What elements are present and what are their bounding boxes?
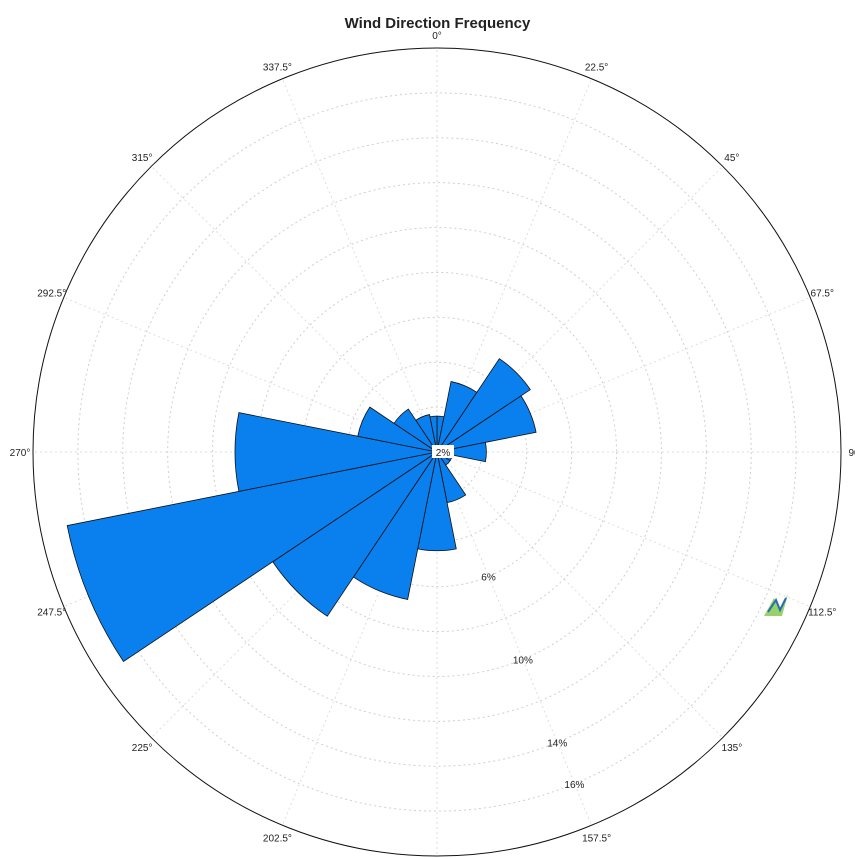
direction-label: 225°	[132, 743, 153, 754]
direction-label: 135°	[722, 743, 743, 754]
grid	[33, 48, 841, 856]
grid-spoke	[150, 165, 438, 453]
grid-circle	[167, 182, 707, 722]
radial-label: 6%	[481, 572, 496, 583]
grid-circle	[301, 316, 573, 588]
direction-label: 315°	[132, 153, 153, 164]
outer-circle	[32, 47, 842, 857]
wedge-303_75	[393, 408, 438, 453]
grid-spoke	[281, 451, 438, 826]
direction-label: 112.5°	[808, 608, 836, 619]
radial-label: 14%	[547, 738, 567, 749]
direction-label: 247.5°	[37, 608, 66, 619]
grid-circle	[256, 271, 618, 633]
grid-spoke	[436, 165, 724, 453]
wedge-348_75	[429, 415, 438, 453]
direction-label: 67.5°	[811, 288, 834, 299]
direction-label: 202.5°	[263, 833, 292, 844]
grid-spoke	[436, 451, 593, 826]
wedge-78_75	[436, 441, 487, 463]
direction-label: 270°	[10, 448, 31, 459]
wedge-33_75	[436, 358, 531, 453]
grid-circle	[77, 92, 797, 812]
wedges	[66, 358, 537, 663]
wedge-326_25	[415, 414, 438, 453]
direction-label: 0°	[432, 31, 442, 42]
direction-labels: 0°22.5°45°67.5°90112.5°135°157.5°180°202…	[10, 31, 855, 844]
direction-label: 292.5°	[37, 288, 66, 299]
grid-spoke	[63, 296, 438, 453]
direction-label: 337.5°	[263, 63, 292, 74]
radial-label: 10%	[513, 655, 533, 666]
grid-spoke	[436, 451, 724, 739]
grid-spoke	[436, 296, 811, 453]
wedge-258_75	[234, 412, 438, 492]
wedge-56_25	[436, 395, 537, 453]
grid-spoke	[281, 78, 438, 453]
grid-circle	[122, 137, 752, 767]
direction-label: 22.5°	[585, 63, 608, 74]
direction-label: 157.5°	[582, 833, 611, 844]
grid-spoke	[436, 451, 811, 608]
grid-spoke	[436, 78, 593, 453]
grid-circle	[212, 227, 662, 677]
radial-label: 2%	[436, 448, 451, 459]
wedge-236_25	[66, 451, 438, 663]
radial-labels: 2% 6% 10% 14% 16%	[432, 445, 585, 791]
radial-label: 16%	[564, 780, 584, 791]
logo-icon	[764, 594, 788, 616]
wedge-281_25	[357, 406, 438, 453]
chart-title: Wind Direction Frequency	[344, 15, 531, 32]
direction-label: 90	[848, 448, 855, 459]
grid-spoke	[150, 451, 438, 739]
radial-label-background	[432, 445, 454, 458]
direction-label: 45°	[724, 153, 739, 164]
